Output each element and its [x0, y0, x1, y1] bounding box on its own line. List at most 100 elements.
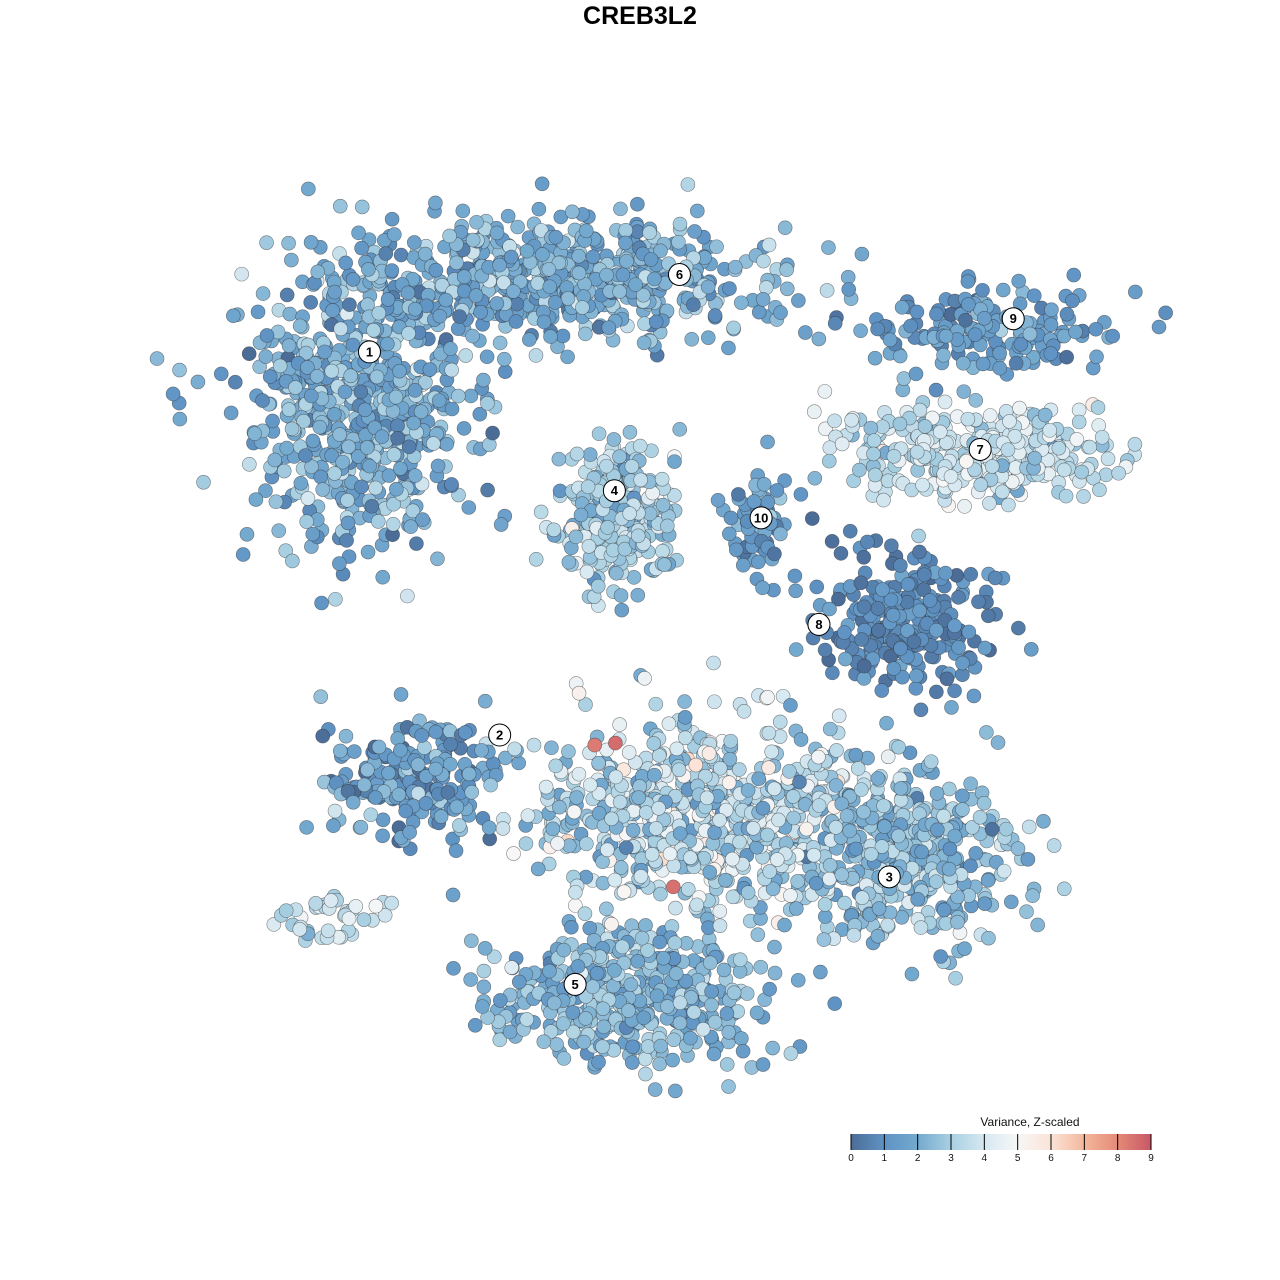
data-point-cluster-2 [481, 820, 497, 835]
cluster-label-4: 4 [602, 479, 626, 503]
data-point-cluster-6 [722, 281, 737, 296]
data-point-cluster-6 [500, 208, 516, 224]
data-point-cluster-7 [1071, 414, 1087, 430]
legend-tick-label: 5 [1014, 1153, 1021, 1164]
data-point-cluster-1 [299, 514, 314, 529]
data-point-cluster-1 [190, 374, 206, 390]
data-point-cluster-8 [824, 534, 840, 549]
cluster-label-text: 6 [676, 267, 683, 282]
data-point-cluster-4 [591, 426, 607, 442]
data-point-cluster-4 [528, 551, 544, 567]
data-point-cluster-3 [880, 917, 896, 933]
data-point-cluster-3 [928, 874, 944, 889]
data-point-cluster-7 [822, 440, 838, 456]
data-point-cluster-5 [545, 821, 561, 837]
data-point-cluster-10 [731, 487, 746, 502]
data-point-cluster-6 [531, 201, 547, 217]
data-point-cluster-5 [653, 886, 668, 902]
data-point-cluster-5 [831, 708, 847, 724]
data-point-cluster-2 [315, 728, 331, 744]
data-point-cluster-8 [854, 632, 869, 647]
data-point-cluster-5 [644, 847, 660, 862]
data-point-cluster-5 [526, 737, 542, 753]
data-point-cluster-5 [546, 995, 562, 1011]
data-point-cluster-7 [1090, 400, 1106, 415]
data-point-cluster-5 [511, 974, 527, 990]
data-point-cluster-1 [281, 338, 297, 353]
data-point-cluster-8 [929, 684, 944, 700]
data-point-cluster-3 [914, 844, 929, 860]
data-point-cluster-1 [340, 492, 355, 508]
data-point-cluster-5 [662, 846, 678, 862]
data-point-cluster-1 [385, 516, 401, 532]
data-point-cluster-1 [354, 479, 369, 495]
data-point-cluster-7 [863, 420, 879, 436]
data-point-cluster-1 [360, 544, 376, 560]
data-point-cluster-1 [444, 477, 459, 492]
data-point-cluster-2 [356, 777, 372, 793]
data-point-cluster-9 [909, 304, 925, 320]
data-point-cluster-3 [933, 949, 948, 964]
data-point-cluster-2 [375, 812, 391, 828]
data-point-cluster-1 [327, 466, 342, 481]
data-point-cluster-1 [339, 533, 354, 548]
data-point-cluster-1 [310, 264, 326, 280]
data-point-cluster-8 [947, 618, 962, 634]
data-point-cluster-5 [492, 1032, 508, 1048]
data-point-cluster-5 [677, 710, 693, 725]
data-point-cluster-2 [323, 893, 339, 908]
data-point-cluster-6 [393, 247, 409, 263]
data-point-cluster-5 [549, 1037, 564, 1052]
data-point-cluster-9 [903, 318, 918, 334]
data-point-cluster-1 [196, 475, 211, 490]
data-point-cluster-6 [671, 234, 686, 250]
data-point-cluster-5 [464, 933, 479, 949]
data-point-cluster-5 [749, 1005, 765, 1021]
data-point-cluster-4 [568, 529, 584, 545]
data-point-cluster-5 [750, 927, 766, 942]
data-point-cluster-7 [834, 436, 850, 452]
data-point-cluster-1 [332, 198, 348, 214]
data-point-cluster-1 [401, 439, 417, 455]
data-point-cluster-2 [384, 895, 399, 911]
data-point-cluster-8 [977, 640, 993, 656]
data-point-cluster-3 [1030, 917, 1045, 933]
data-point-cluster-5 [612, 717, 627, 732]
data-point-cluster-10 [755, 580, 770, 596]
data-point-cluster-6 [452, 309, 467, 324]
data-point-cluster-6 [779, 281, 795, 297]
data-point-cluster-6 [841, 282, 857, 297]
data-point-cluster-3 [913, 920, 929, 935]
data-point-cluster-7 [960, 411, 976, 427]
data-point-cluster-3 [984, 821, 1000, 837]
data-point-cluster-5 [736, 704, 752, 719]
data-point-cluster-6 [618, 235, 633, 251]
data-point-cluster-1 [255, 286, 271, 301]
data-point-cluster-8 [825, 665, 840, 681]
data-point-cluster-5 [666, 1032, 682, 1048]
data-point-cluster-7 [909, 444, 925, 460]
data-point-cluster-6 [492, 335, 508, 351]
data-point-cluster-8 [963, 566, 979, 582]
data-point-cluster-3 [789, 901, 804, 916]
data-point-cluster-2 [375, 828, 390, 844]
data-point-cluster-7 [1082, 439, 1097, 455]
data-point-cluster-5 [704, 997, 719, 1013]
data-point-cluster-1 [444, 362, 459, 378]
data-point-cluster-5 [630, 954, 646, 969]
data-point-cluster-5 [607, 963, 622, 978]
data-point-cluster-5 [548, 758, 564, 774]
data-point-cluster-5 [518, 836, 534, 851]
data-point-cluster-2 [410, 757, 426, 772]
data-point-cluster-8 [1023, 642, 1039, 657]
data-point-cluster-1 [380, 292, 396, 307]
data-point-cluster-5 [764, 744, 779, 760]
data-point-cluster-6 [601, 320, 617, 335]
data-point-cluster-1 [279, 440, 295, 456]
data-point-cluster-5 [492, 993, 508, 1008]
data-point-cluster-6 [506, 284, 521, 299]
data-point-cluster-6 [571, 265, 587, 281]
data-point-cluster-6 [821, 240, 836, 255]
data-point-cluster-1 [463, 388, 479, 404]
legend-title: Variance, Z-scaled [980, 1115, 1080, 1129]
